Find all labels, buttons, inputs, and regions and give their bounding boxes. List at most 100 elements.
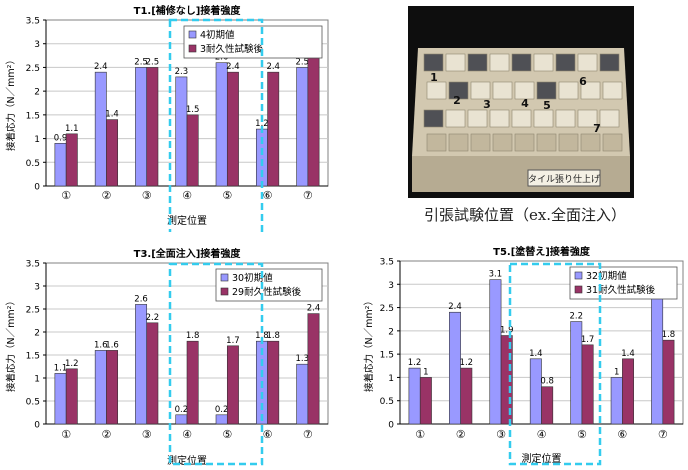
- chart-svg: T1.[補修なし]接着強度 0 0.5 1 1.5 2 2.5 3 3.5 0.91.1 ① 2.4 1…: [5, 4, 329, 232]
- data-label: 2.5: [146, 57, 160, 67]
- bar-b: [500, 335, 513, 425]
- tile: [533, 53, 554, 72]
- y-tick-label: 0.5: [26, 159, 40, 169]
- data-label: 1.6: [105, 340, 119, 350]
- bar-a: [94, 71, 107, 187]
- data-label: 2.6: [134, 294, 148, 304]
- data-label: 1.5: [186, 105, 200, 115]
- highlight-box: [168, 262, 264, 466]
- x-tick-label: ⑤: [577, 428, 587, 441]
- bar-b: [307, 57, 320, 187]
- tile-number: 1: [430, 71, 438, 84]
- tile: [492, 133, 513, 152]
- bar-a: [215, 62, 228, 187]
- tile: [602, 81, 623, 100]
- tile: [489, 53, 510, 72]
- legend-swatch: [574, 271, 583, 280]
- tile: [445, 109, 466, 128]
- bar-b: [419, 377, 432, 425]
- data-label: 3.1: [489, 270, 503, 280]
- y-axis-label: 接着応力（N／mm²）: [363, 296, 375, 392]
- data-label: 0.9: [54, 133, 68, 143]
- bar-b: [307, 313, 320, 425]
- chart-title: T3.[全面注入]接着強度: [134, 247, 242, 260]
- bar-b: [65, 368, 78, 425]
- y-tick-label: 1.5: [380, 351, 394, 361]
- tile: [470, 81, 491, 100]
- tile: [577, 53, 598, 72]
- data-label: 1.2: [408, 358, 422, 368]
- y-tick-label: 1: [388, 374, 394, 384]
- x-tick-label: ③: [142, 428, 152, 441]
- tile: [533, 109, 554, 128]
- data-label: 1.3: [295, 354, 309, 364]
- bar-b: [146, 322, 159, 425]
- data-label: 1.8: [255, 331, 269, 341]
- tile: [536, 133, 557, 152]
- y-tick-label: 3.5: [26, 260, 40, 270]
- bar-b: [106, 119, 119, 187]
- tile-sample-photo: 1 2 3 4 5 6 7 タイル張り仕上げ: [408, 6, 634, 198]
- legend-box: [183, 25, 323, 59]
- tile: [577, 109, 598, 128]
- tile: [445, 53, 466, 72]
- bar-a: [54, 373, 67, 425]
- tile-number: 3: [483, 98, 491, 111]
- y-tick-label: 0: [34, 183, 40, 193]
- data-label: 1.2: [460, 358, 474, 368]
- bar-a: [529, 358, 542, 425]
- tile: [602, 133, 623, 152]
- tile: [555, 109, 576, 128]
- chart-t1: T1.[補修なし]接着強度 0 0.5 1 1.5 2 2.5 3 3.5 0.9 1.1 ① 2.4 1…: [0, 0, 340, 232]
- y-tick-label: 3.5: [26, 17, 40, 27]
- x-tick-label: ①: [61, 189, 71, 202]
- tile: [580, 133, 601, 152]
- tile-number: 6: [579, 75, 587, 88]
- tile: [467, 109, 488, 128]
- legend-swatch: [220, 273, 229, 282]
- data-label: 2.4: [94, 62, 108, 72]
- legend-swatch: [188, 44, 197, 53]
- bar-b: [186, 114, 199, 187]
- tile: [426, 81, 447, 100]
- chart-title: T5.[塗替え]接着強度: [493, 245, 591, 258]
- tile-number: 5: [543, 99, 551, 112]
- bar-b: [267, 71, 280, 187]
- tile-number: 4: [521, 97, 529, 110]
- data-label: 0.8: [540, 377, 554, 387]
- tile: [599, 109, 620, 128]
- data-label: 1.4: [621, 349, 635, 359]
- bar-a: [175, 414, 188, 425]
- y-tick-label: 0.5: [380, 397, 394, 407]
- x-tick-label: ④: [537, 428, 547, 441]
- data-label: 1.8: [186, 331, 200, 341]
- highlight-box: [508, 262, 602, 466]
- data-label: 1.8: [266, 331, 280, 341]
- x-tick-label: ①: [415, 428, 425, 441]
- x-tick-label: ⑥: [263, 428, 273, 441]
- legend-label: 31耐久性試験後: [586, 284, 656, 296]
- data-label: 1.4: [529, 349, 543, 359]
- y-axis-label: 接着応力（N／mm²）: [5, 55, 17, 151]
- bar-b: [581, 344, 594, 425]
- data-label: 0.2: [175, 405, 189, 415]
- tile: [555, 53, 576, 72]
- tile: [558, 81, 579, 100]
- data-label: 1.7: [581, 335, 595, 345]
- legend-label: 3耐久性試験後: [200, 43, 264, 55]
- y-tick-label: 0.5: [26, 398, 40, 408]
- y-tick-label: 2.5: [380, 304, 394, 314]
- x-axis-label: 測定位置: [167, 214, 207, 227]
- legend-label: 32初期値: [586, 270, 627, 282]
- tile: [514, 133, 535, 152]
- x-tick-label: ⑥: [263, 189, 273, 202]
- y-tick-label: 1.5: [26, 352, 40, 362]
- data-label: 2.4: [307, 304, 321, 314]
- y-tick-label: 2.5: [26, 64, 40, 74]
- x-axis-label: 測定位置: [522, 452, 562, 465]
- tile: [448, 81, 469, 100]
- y-tick-label: 3: [34, 40, 40, 50]
- tile-number: 2: [453, 94, 461, 107]
- y-tick-label: 1.5: [26, 111, 40, 121]
- x-tick-label: ⑤: [222, 189, 232, 202]
